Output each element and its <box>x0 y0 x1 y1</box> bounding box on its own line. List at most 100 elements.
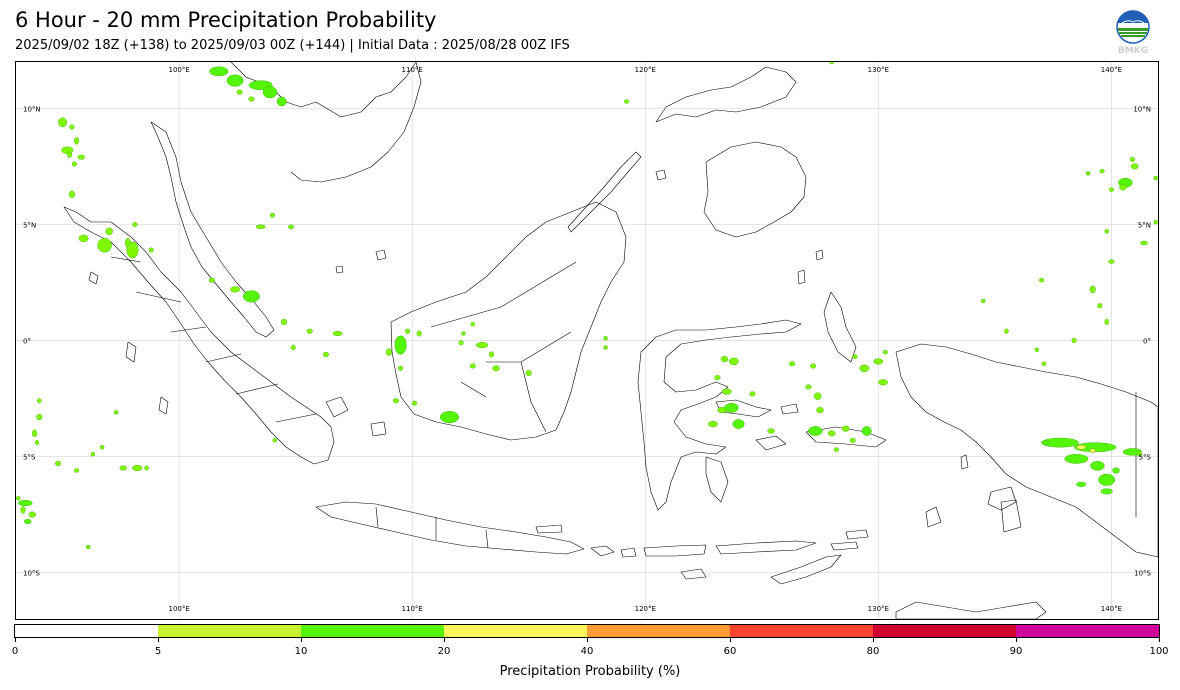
alor-coastline <box>830 541 859 551</box>
lat-label-right: 10°N <box>1133 105 1151 113</box>
vietnam-coastline <box>290 62 422 183</box>
lon-label-top: 110°E <box>402 66 423 74</box>
new-guinea-coastline <box>895 343 1158 558</box>
colorbar-tick-label: 5 <box>154 646 162 657</box>
precip-area-5-10 <box>708 421 718 428</box>
precip-area-20-40 <box>1076 444 1087 450</box>
java-borders <box>375 506 489 549</box>
precip-area-10-20 <box>808 426 823 436</box>
colorbar-tick-label: 20 <box>437 646 451 657</box>
precip-area-5-10 <box>71 161 77 167</box>
graticule-labels: 100°E 100°E 110°E 110°E 120°E 120°E 130°E 130°E… <box>23 66 1152 613</box>
precip-area-5-10 <box>476 342 489 349</box>
precip-area-5-10 <box>810 363 817 369</box>
precip-area-5-10 <box>728 357 739 366</box>
precip-area-5-10 <box>1153 219 1158 225</box>
bali-coastline <box>590 545 615 557</box>
precip-area-5-10 <box>290 345 296 351</box>
taiwan-west-islands <box>655 169 667 181</box>
precip-area-5-10 <box>458 340 464 346</box>
precip-area-5-10 <box>36 414 43 421</box>
precip-area-10-20 <box>394 335 407 355</box>
precip-area-10-20 <box>23 519 32 525</box>
precip-area-5-10 <box>119 465 127 471</box>
precip-area-5-10 <box>144 465 149 471</box>
precip-area-5-10 <box>816 407 824 414</box>
map-gridlines <box>16 62 1158 619</box>
precip-area-5-10 <box>882 349 888 355</box>
colorbar-tick-label: 0 <box>11 646 19 657</box>
precip-area-5-10 <box>405 328 411 334</box>
bangka-island <box>325 396 349 418</box>
nias-island <box>125 341 137 363</box>
precip-area-5-10 <box>148 247 154 253</box>
lat-label-right: 10°S <box>1134 570 1151 578</box>
lat-label-left: 5°N <box>23 221 36 229</box>
madura-island <box>535 524 563 534</box>
precip-area-5-10 <box>77 154 86 160</box>
precip-area-5-10 <box>90 452 96 457</box>
precip-area-5-10 <box>68 190 75 199</box>
precip-area-5-10 <box>230 286 241 293</box>
natuna-islands <box>375 249 387 261</box>
precip-area-5-10 <box>412 400 418 406</box>
precip-area-5-10 <box>814 392 822 400</box>
lat-label-right: 0° <box>1143 338 1151 346</box>
colorbar-tick <box>873 638 874 642</box>
precip-area-5-10 <box>97 238 112 253</box>
precip-area-5-10 <box>20 506 26 514</box>
precip-area-10-20 <box>226 74 244 87</box>
bmkg-logo: BMKG <box>1114 10 1152 56</box>
banggai-islands <box>780 403 799 415</box>
lat-label-right: 5°S <box>1139 454 1152 462</box>
lat-label-left: 10°S <box>23 570 40 578</box>
page-subtitle: 2025/09/02 18Z (+138) to 2025/09/03 00Z … <box>15 38 570 53</box>
north-australia-coastline <box>895 601 1047 619</box>
talaud-islands <box>815 249 824 261</box>
precip-area-5-10 <box>37 398 42 404</box>
colorbar-tick <box>1016 638 1017 642</box>
precip-area-5-10 <box>67 151 73 158</box>
precip-area-10-20 <box>1098 473 1116 486</box>
sumatra-coastline <box>63 206 335 465</box>
precip-area-10-20 <box>242 290 260 303</box>
colorbar-label: Precipitation Probability (%) <box>499 664 681 679</box>
precip-area-5-10 <box>873 358 884 365</box>
precip-area-10-20 <box>732 419 745 429</box>
colorbar-segment <box>15 625 158 637</box>
precip-area-5-10 <box>1104 229 1109 234</box>
precip-area-5-10 <box>385 348 392 356</box>
precip-area-5-10 <box>236 89 243 95</box>
precip-area-5-10 <box>603 336 608 341</box>
precip-area-5-10 <box>721 388 732 395</box>
colorbar-tick <box>444 638 445 642</box>
seram-coastline <box>805 426 887 448</box>
java-coastline <box>315 501 585 555</box>
lombok-coastline <box>620 547 637 558</box>
halmahera-coastline <box>823 291 857 363</box>
precip-area-5-10 <box>288 224 295 230</box>
precip-area-5-10 <box>1108 187 1114 192</box>
sumatra-borders <box>110 256 317 423</box>
precip-area-5-10 <box>74 137 80 145</box>
precip-area-5-10 <box>1153 175 1158 181</box>
precipitation-areas <box>16 62 1158 550</box>
precip-area-10-20 <box>440 411 460 424</box>
colorbar-tick-label: 60 <box>723 646 737 657</box>
precip-area-5-10 <box>805 384 812 390</box>
precip-area-5-10 <box>624 99 630 104</box>
precip-area-10-20 <box>209 66 229 77</box>
precip-area-5-10 <box>1129 156 1135 162</box>
precip-area-5-10 <box>416 330 422 337</box>
colorbar-tick-label: 10 <box>294 646 308 657</box>
sulawesi-coastline <box>637 319 802 511</box>
precip-area-5-10 <box>1004 328 1009 334</box>
lon-label-bottom: 130°E <box>868 605 889 613</box>
map-panel[interactable]: 100°E 100°E 110°E 110°E 120°E 120°E 130°E 130°E… <box>15 61 1159 620</box>
colorbar-tick <box>1159 638 1160 642</box>
precip-area-10-20 <box>1041 437 1079 448</box>
anambas-islands <box>335 265 344 274</box>
belitung-island <box>370 421 387 437</box>
precip-area-20-40 <box>1089 448 1096 453</box>
precip-area-5-10 <box>74 468 80 473</box>
